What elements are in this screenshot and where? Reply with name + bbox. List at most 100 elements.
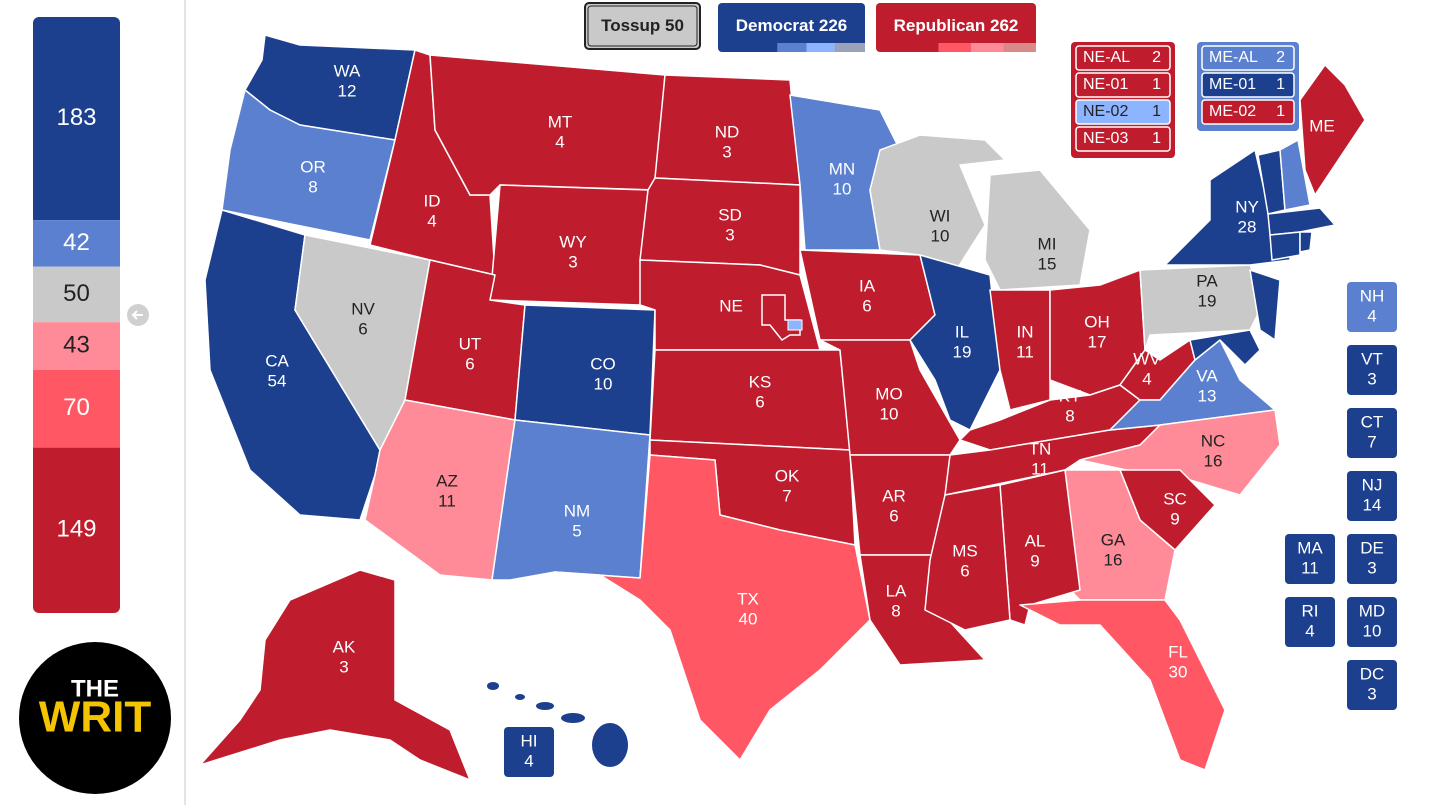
state-abbr[interactable]: CT [1361,412,1384,431]
state-ev[interactable]: 7 [1367,432,1376,451]
state-ev[interactable]: 9 [1030,551,1039,570]
state[interactable] [869,134,1006,281]
state-abbr[interactable]: WA [334,61,361,80]
state-ev[interactable]: 13 [1198,386,1217,405]
state-ev[interactable]: 11 [1016,342,1034,361]
split-label[interactable]: NE-01 [1083,76,1128,93]
state-ev[interactable]: 8 [1065,406,1074,425]
button-strip[interactable] [806,43,836,52]
state[interactable] [1249,269,1281,341]
button-value[interactable]: 50 [665,16,684,35]
state-abbr[interactable]: OH [1084,312,1110,331]
small-state-box[interactable] [504,727,554,777]
button-value[interactable]: 262 [990,16,1018,35]
state-abbr[interactable]: MI [1038,234,1057,253]
split-row[interactable] [1075,126,1171,152]
split-value[interactable]: 1 [1276,103,1285,120]
state-ev[interactable]: 12 [338,81,357,100]
state-ev[interactable]: 10 [880,404,899,423]
split-row[interactable] [1075,72,1171,98]
state-abbr[interactable]: AR [882,486,906,505]
state-abbr[interactable]: CA [265,351,289,370]
button-bg[interactable] [876,3,1036,52]
small-state-box[interactable] [1347,282,1397,332]
state-abbr[interactable]: ID [424,191,441,210]
state-abbr[interactable]: ND [715,122,740,141]
state-ev[interactable]: 28 [1238,217,1257,236]
split-row[interactable] [1201,45,1295,71]
state-abbr[interactable]: VT [1361,349,1383,368]
state[interactable] [984,169,1091,291]
split-value[interactable]: 2 [1276,49,1285,66]
small-state-box[interactable] [1347,660,1397,710]
state-ev[interactable]: 6 [862,296,871,315]
state-abbr[interactable]: AL [1025,531,1046,550]
button-strip[interactable] [1003,43,1037,52]
state-abbr[interactable]: LA [886,581,907,600]
state-ev[interactable]: 17 [1088,332,1107,351]
button-label[interactable]: Republican 262 [894,16,1019,35]
state-abbr[interactable]: IN [1017,322,1034,341]
state[interactable] [1189,329,1261,366]
state-ev[interactable]: 54 [268,371,287,390]
split-label[interactable]: NE-03 [1083,130,1128,147]
state-abbr[interactable]: UT [459,334,482,353]
split-value[interactable]: 2 [1152,49,1161,66]
button-bg[interactable] [584,2,701,50]
state-ev[interactable]: 10 [931,226,950,245]
state-abbr[interactable]: AK [333,637,356,656]
state-abbr[interactable]: NE [719,296,743,315]
state-ev[interactable]: 8 [308,177,317,196]
state-ev[interactable]: 3 [339,657,348,676]
state-abbr[interactable]: HI [521,731,538,750]
state-ev[interactable]: 3 [722,142,731,161]
state-abbr[interactable]: MS [952,541,978,560]
state-ev[interactable]: 7 [782,486,791,505]
state-abbr[interactable]: ME [1309,116,1335,135]
state-abbr[interactable]: SD [718,205,742,224]
state-ev[interactable]: 6 [465,354,474,373]
small-state-box[interactable] [1285,597,1335,647]
state-abbr[interactable]: OR [300,157,326,176]
state-abbr[interactable]: CO [590,354,616,373]
split-label[interactable]: NE-AL [1083,49,1130,66]
state[interactable] [1279,139,1311,211]
state-ev[interactable]: 19 [953,342,972,361]
state-abbr[interactable]: FL [1168,642,1188,661]
button-name[interactable]: Democrat [736,16,815,35]
split-row[interactable] [1201,99,1295,125]
state[interactable] [1299,64,1366,196]
state-abbr[interactable]: PA [1196,271,1218,290]
split-label[interactable]: ME-02 [1209,103,1256,120]
button-bg[interactable] [718,3,865,52]
button-strip[interactable] [748,43,778,52]
state-abbr[interactable]: NC [1201,431,1226,450]
state-ev[interactable]: 15 [1038,254,1057,273]
state-abbr[interactable]: NH [1360,286,1385,305]
button-strip[interactable] [938,43,972,52]
state-abbr[interactable]: NM [564,501,590,520]
party-button[interactable]: Tossup 50 [584,2,701,50]
state[interactable] [1269,231,1301,261]
state-ev[interactable]: 16 [1104,550,1123,569]
button-label[interactable]: Democrat 226 [736,16,848,35]
state-ev[interactable]: 3 [568,252,577,271]
state-abbr[interactable]: IL [955,322,969,341]
state-abbr[interactable]: MO [875,384,902,403]
split-value[interactable]: 1 [1152,76,1161,93]
state[interactable] [989,289,1051,411]
button-strip[interactable] [777,43,807,52]
state-ev[interactable]: 3 [1367,369,1376,388]
split-value[interactable]: 1 [1152,103,1161,120]
state-abbr[interactable]: WI [930,206,951,225]
state-abbr[interactable]: IA [859,276,876,295]
state-abbr[interactable]: MT [548,112,573,131]
state-ev[interactable]: 4 [1305,621,1314,640]
state-abbr[interactable]: KY [1059,386,1082,405]
state-ev[interactable]: 16 [1204,451,1223,470]
state-ev[interactable]: 6 [960,561,969,580]
state-abbr[interactable]: MD [1359,601,1385,620]
state-ev[interactable]: 10 [833,179,852,198]
state-ev[interactable]: 9 [1170,509,1179,528]
state[interactable] [1267,207,1336,236]
